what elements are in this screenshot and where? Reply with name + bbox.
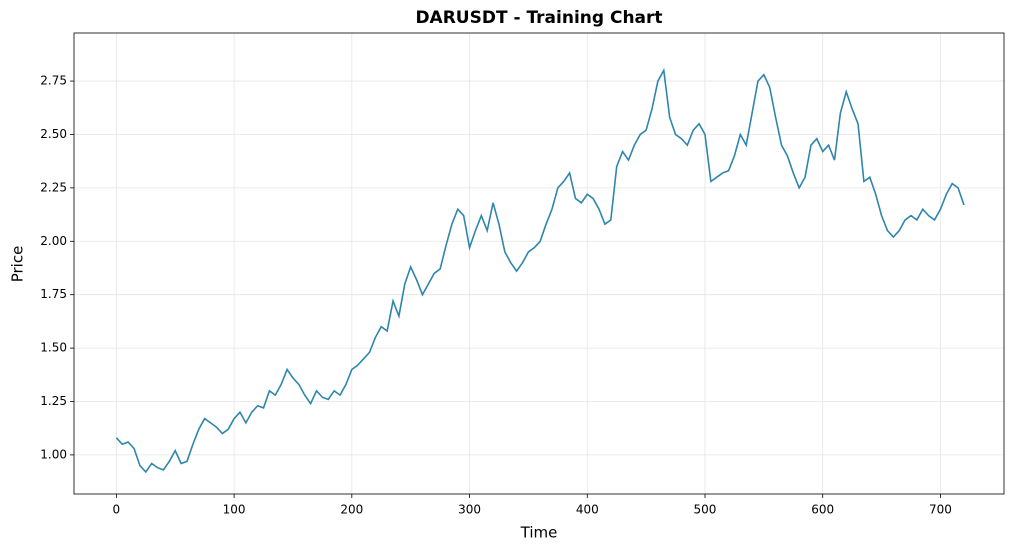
chart-title: DARUSDT - Training Chart (415, 8, 662, 28)
plot-frame (73, 32, 1005, 495)
x-axis-label: Time (520, 524, 558, 542)
y-axis-label: Price (9, 246, 27, 283)
x-tick-label: 700 (929, 503, 952, 517)
x-tick-label: 100 (223, 503, 246, 517)
y-tick-label: 2.25 (40, 180, 67, 194)
y-tick-label: 2.75 (40, 74, 67, 88)
x-tick-label: 300 (458, 503, 481, 517)
x-tick-label: 600 (811, 503, 834, 517)
x-tick-label: 400 (576, 503, 599, 517)
x-tick-label: 0 (113, 503, 121, 517)
y-tick-label: 1.00 (40, 447, 67, 461)
y-tick-label: 1.75 (40, 287, 67, 301)
x-tick-label: 500 (694, 503, 717, 517)
price-line (115, 67, 965, 474)
y-tick-label: 2.00 (40, 234, 67, 248)
y-tick-label: 1.50 (40, 341, 67, 355)
x-tick-label: 200 (340, 503, 363, 517)
y-tick-label: 1.25 (40, 394, 67, 408)
y-tick-label: 2.50 (40, 127, 67, 141)
